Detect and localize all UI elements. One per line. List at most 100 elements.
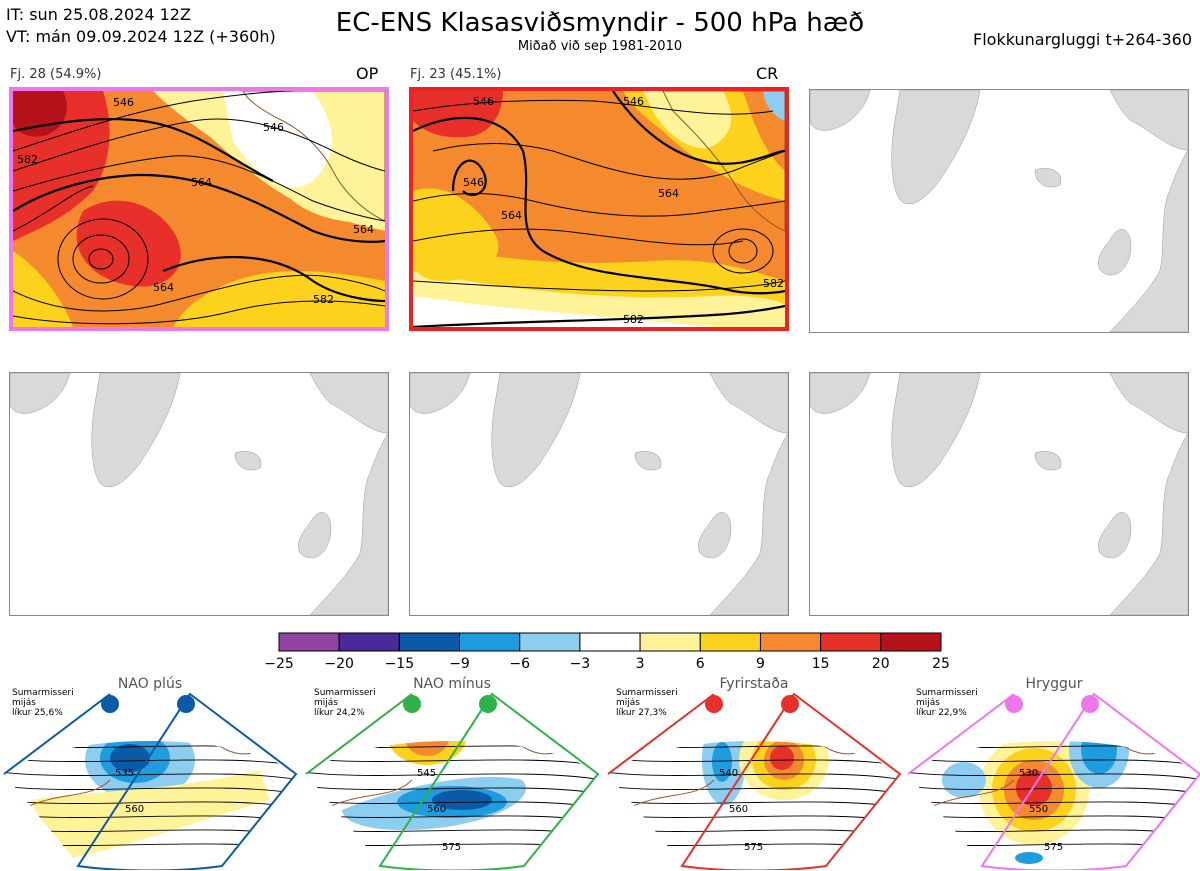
page-subtitle: Miðað við sep 1981-2010 [517, 39, 683, 54]
regime-marker-icon [403, 695, 421, 713]
colorbar-swatch [519, 632, 581, 652]
contour-label: 582 [313, 293, 334, 306]
regime-frame [3, 692, 298, 870]
colorbar-swatch [880, 632, 942, 652]
contour-label: 546 [263, 121, 284, 134]
empty-map-5[interactable] [409, 372, 789, 616]
colorbar-swatch [759, 632, 822, 652]
regime-info-line: mijás [12, 698, 36, 708]
regime-info: Sumarmisseri mijás líkur 24,2% [314, 688, 376, 718]
cluster-1-map[interactable]: 582 546 564 564 564 582 546 [9, 87, 389, 331]
regime-marker-icon [1005, 695, 1023, 713]
empty-map-6[interactable] [809, 372, 1189, 616]
contour-label: 564 [353, 223, 374, 236]
colorbar-tick-label: −20 [324, 656, 354, 672]
regime-contour-label: 540 [719, 768, 738, 779]
colorbar-swatch [639, 632, 701, 652]
regime-info: Sumarmisseri mijás líkur 27,3% [616, 688, 678, 718]
initial-time: IT: sun 25.08.2024 12Z [6, 5, 191, 24]
colorbar-tick-label: 20 [871, 656, 890, 672]
contour-label: 564 [501, 209, 522, 222]
classification-window: Flokkunargluggi t+264-360 [973, 30, 1192, 49]
regime-info-line: Sumarmisseri [314, 688, 376, 698]
contour-label: 582 [17, 153, 38, 166]
regime-contour-label: 560 [427, 804, 446, 815]
contour-label: 582 [623, 313, 644, 326]
contour-label: 564 [658, 187, 679, 200]
regime-marker-icon [479, 695, 497, 713]
regime-name: NAO mínus [413, 676, 491, 692]
regime-info-line: Sumarmisseri [616, 688, 678, 698]
regime-marker-icon [101, 695, 119, 713]
regime-marker-icon [1081, 695, 1099, 713]
regime-marker-icon [705, 695, 723, 713]
regime-info-line: líkur 27,3% [616, 708, 667, 718]
map-outline [810, 90, 1188, 332]
regime-contour-label: 545 [417, 768, 436, 779]
regime-info-line: Sumarmisseri [12, 688, 74, 698]
contour-label: 546 [473, 95, 494, 108]
cluster-2-map[interactable]: 546 546 564 564 582 582 546 [409, 87, 789, 331]
regime-info-line: mijás [616, 698, 640, 708]
colorbar-tick-label: −25 [264, 656, 294, 672]
colorbar-tick-label: 15 [811, 656, 830, 672]
colorbar-swatch [820, 632, 882, 652]
regime-info-line: mijás [916, 698, 940, 708]
colorbar-swatch [459, 632, 521, 652]
contour-label: 546 [463, 176, 484, 189]
map-outline [10, 373, 388, 615]
cluster-2-anomaly-chart: 546 546 564 564 582 582 546 [413, 91, 785, 327]
empty-map-3[interactable] [809, 89, 1189, 333]
colorbar-tick-label: −9 [449, 656, 470, 672]
regime-contour-label: 560 [125, 804, 144, 815]
colorbar-tick-label: 3 [635, 656, 645, 672]
colorbar-swatch [278, 632, 340, 652]
regime-info-line: mijás [314, 698, 338, 708]
regime-info: Sumarmisseri mijás líkur 25,6% [12, 688, 74, 718]
regime-contour-label: 560 [729, 804, 748, 815]
colorbar-tick-label: 25 [932, 656, 950, 672]
regime-marker-icon [781, 695, 799, 713]
contour-label: 546 [113, 96, 134, 109]
regime-marker-icon [177, 695, 195, 713]
colorbar-tick-label: −3 [569, 656, 591, 672]
cluster-2-code: CR [756, 64, 779, 83]
colorbar-swatch [338, 632, 400, 652]
regime-contour-label: 550 [1029, 804, 1048, 815]
regime-info-line: líkur 25,6% [12, 708, 63, 718]
regime-name: Fyrirstaða [719, 676, 789, 692]
regime-info-line: líkur 22,9% [916, 708, 967, 718]
colorbar-tick-label: 6 [695, 656, 705, 672]
regime-frame [305, 692, 600, 870]
contour-label: 564 [153, 281, 174, 294]
cluster-2-label: Fj. 23 (45.1%) [410, 67, 502, 82]
regime-frame [907, 692, 1200, 870]
header-times: IT: sun 25.08.2024 12Z VT: mán 09.09.202… [6, 4, 276, 48]
regime-map[interactable]: 530 550 575 [904, 690, 1200, 870]
contour-label: 546 [623, 95, 644, 108]
regime-contour-label: 575 [1044, 842, 1063, 853]
regime-contour-label: 535 [115, 768, 134, 779]
regime-contour-label: 530 [1019, 768, 1038, 779]
page-title: EC-ENS Klasasviðsmyndir - 500 hPa hæð [335, 8, 865, 38]
colorbar-swatch [699, 632, 761, 652]
cluster-1-label: Fj. 28 (54.9%) [10, 67, 102, 82]
colorbar-tick-label: 9 [755, 656, 765, 672]
colorbar-swatch [579, 632, 641, 652]
regime-info: Sumarmisseri mijás líkur 22,9% [916, 688, 978, 718]
regime-map[interactable]: 545 560 575 [302, 690, 602, 870]
regime-info-line: Sumarmisseri [916, 688, 978, 698]
valid-time: VT: mán 09.09.2024 12Z (+360h) [6, 27, 276, 46]
empty-map-4[interactable] [9, 372, 389, 616]
colorbar-tick-label: −6 [509, 656, 531, 672]
contour-label: 564 [191, 176, 212, 189]
regime-info-line: líkur 24,2% [314, 708, 365, 718]
colorbar-tick-label: −15 [384, 656, 415, 672]
colorbar [278, 632, 942, 652]
map-outline [810, 373, 1188, 615]
regime-map[interactable]: 540 560 575 [604, 690, 904, 870]
map-outline [410, 373, 788, 615]
regime-contour-label: 575 [744, 842, 763, 853]
regime-map[interactable]: 535 560 [0, 690, 300, 870]
regime-contour-label: 575 [442, 842, 461, 853]
